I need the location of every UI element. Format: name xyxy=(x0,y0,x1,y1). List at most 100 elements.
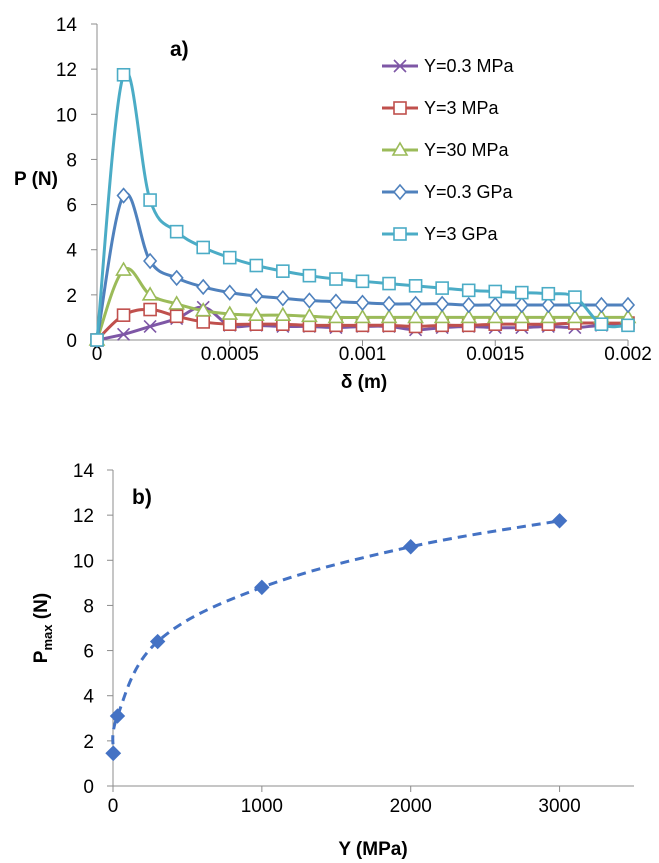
chart-a-legend-marker xyxy=(393,101,407,115)
chart-b-trendline xyxy=(111,519,560,758)
chart-b-y-ticks: 0 2 4 6 8 10 12 14 xyxy=(73,461,113,798)
chart-a-point xyxy=(275,290,290,307)
chart-b-point xyxy=(551,513,568,529)
chart-b-point xyxy=(105,745,122,761)
chart-a-point xyxy=(169,309,184,324)
chart-b-x-tick-label: 1000 xyxy=(241,796,283,817)
chart-b-panel-label: b) xyxy=(132,486,152,509)
chart-a-point xyxy=(433,308,451,324)
chart-b-y-tick-label: 6 xyxy=(83,642,94,663)
chart-a-y-tick-label: 4 xyxy=(66,241,77,262)
chart-b-y-label-unit: (N) xyxy=(31,593,52,625)
chart-a-y-ticks: 0 2 4 6 8 10 12 14 xyxy=(56,15,97,352)
chart-a-legend: Y=0.3 MPa Y=3 MPa Y=30 MPa Y=0.3 GPa Y=3 GPa xyxy=(382,56,515,244)
chart-a-y-tick-label: 10 xyxy=(56,105,77,126)
chart-a-legend-label: Y=0.3 GPa xyxy=(424,182,514,202)
chart-b-y-label: Pmax (N) xyxy=(31,593,55,663)
chart-a-x-label: δ (m) xyxy=(341,372,387,393)
chart-a-point xyxy=(355,274,370,289)
chart-a-point xyxy=(143,302,157,317)
chart-a-point xyxy=(222,317,237,332)
chart-a-point xyxy=(302,268,317,283)
chart-a-point xyxy=(249,258,264,273)
chart-a-legend-label: Y=3 MPa xyxy=(424,98,500,118)
svg-text:Pmax (N): Pmax (N) xyxy=(31,593,55,663)
chart-b-point xyxy=(149,633,166,650)
chart-a-point xyxy=(568,290,582,304)
chart-a-point xyxy=(514,296,529,314)
chart-a-series-line xyxy=(95,192,628,341)
chart-a-point xyxy=(488,296,503,314)
chart-a-point xyxy=(302,292,317,309)
chart-a-y-tick-label: 2 xyxy=(66,286,77,307)
chart-a-point xyxy=(143,319,157,334)
chart-b-y-tick-label: 0 xyxy=(83,777,94,798)
chart-a-x-ticks: 0 0.0005 0.001 0.0015 0.002 xyxy=(92,340,652,365)
chart-a-point xyxy=(168,295,186,310)
chart-a-point xyxy=(276,264,290,278)
chart-a-point xyxy=(486,308,504,324)
chart-a-point xyxy=(222,250,237,265)
chart-a-legend-marker xyxy=(392,183,408,201)
chart-a-point xyxy=(355,294,370,311)
chart-a-point xyxy=(221,305,239,320)
chart-a-point xyxy=(408,295,423,313)
chart-a-series-5 xyxy=(90,67,635,347)
chart-b-y-tick-label: 2 xyxy=(83,732,94,753)
chart-a-point xyxy=(194,302,212,317)
chart-a-point xyxy=(115,261,132,276)
chart-a-point xyxy=(247,306,265,321)
chart-a-point xyxy=(301,307,318,323)
chart-a-point xyxy=(460,308,478,324)
chart-a-x-tick-label: 0.002 xyxy=(604,344,652,365)
chart-b-x-ticks: 0 1000 2000 3000 xyxy=(108,786,581,817)
chart-b-x-tick-label: 0 xyxy=(108,796,119,817)
chart-a-point xyxy=(116,187,131,204)
chart-a-legend-marker xyxy=(391,141,409,156)
chart-a-point xyxy=(274,306,292,321)
chart-a-point xyxy=(196,240,210,255)
chart-a-x-tick-label: 0 xyxy=(92,344,103,365)
chart-a-point xyxy=(116,308,131,322)
chart-b-y-label-main: P xyxy=(31,650,52,663)
chart-a-series-4 xyxy=(89,187,636,349)
chart-b-y-label-sub: max xyxy=(40,624,55,651)
chart-a-legend-label: Y=30 MPa xyxy=(424,140,510,160)
chart-a-point xyxy=(382,276,396,291)
chart-b-x-tick-label: 2000 xyxy=(390,796,432,817)
chart-a-point xyxy=(327,308,345,324)
chart-a-point xyxy=(116,67,131,82)
chart-a-point xyxy=(196,315,210,329)
chart-a-point xyxy=(90,333,104,347)
chart-b-y-tick-label: 8 xyxy=(83,596,94,617)
chart-a-point xyxy=(380,308,398,324)
chart-a-point xyxy=(541,286,556,301)
chart-a-point xyxy=(461,283,476,298)
chart-a-point xyxy=(169,269,184,287)
chart-a-x-tick-label: 0.0005 xyxy=(201,344,259,365)
chart-a-point xyxy=(620,296,636,314)
chart-a-point xyxy=(222,284,237,301)
chart-a-point xyxy=(566,308,584,324)
chart-a-y-tick-label: 8 xyxy=(66,150,77,171)
chart-b-y-tick-label: 10 xyxy=(73,551,94,572)
chart-a-point xyxy=(329,272,343,286)
chart-b-y-tick-label: 12 xyxy=(73,506,94,527)
chart-a-point xyxy=(539,308,557,324)
chart-b-point xyxy=(109,708,126,724)
chart-b-axes xyxy=(112,470,634,787)
chart-a-point xyxy=(141,286,159,301)
chart-b-point xyxy=(254,579,270,596)
chart-a-point xyxy=(328,293,344,310)
chart-a-point xyxy=(435,281,449,295)
chart-a-legend-marker xyxy=(393,227,407,241)
chart-a-point xyxy=(435,295,450,313)
chart-a-point xyxy=(407,308,424,324)
chart-a-point xyxy=(488,284,503,299)
chart-a-point xyxy=(169,224,184,239)
chart-a-y-tick-label: 0 xyxy=(66,331,77,352)
chart-a-point xyxy=(594,296,609,314)
chart-a-y-tick-label: 6 xyxy=(66,196,77,217)
chart-a-point xyxy=(381,295,397,313)
